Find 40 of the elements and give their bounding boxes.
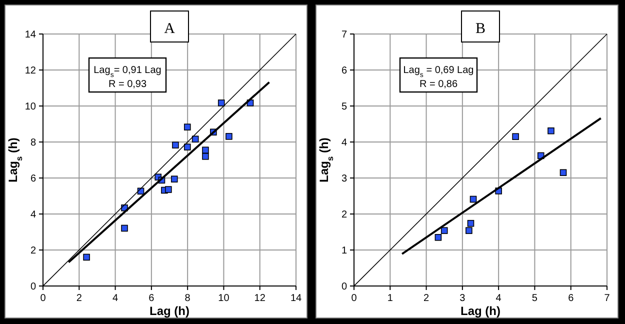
y-tick-label: 2 <box>30 246 36 256</box>
y-tick-label: 4 <box>30 210 36 220</box>
x-axis-title: Lag (h) <box>150 304 190 318</box>
x-tick-label: 3 <box>460 293 466 304</box>
y-tick-label: 6 <box>341 66 348 76</box>
y-tick-label: 10 <box>24 102 36 112</box>
annotation: R = 0,93 <box>108 79 147 90</box>
x-tick-label: 0 <box>351 293 358 304</box>
x-tick-label: 8 <box>184 293 191 304</box>
y-tick-label: 12 <box>24 66 36 76</box>
x-tick-label: 14 <box>290 293 302 304</box>
x-tick-label: 7 <box>604 293 610 304</box>
annotation: Lag$_{s}$= 0,91 Lag <box>94 65 162 78</box>
y-tick-label: 0 <box>30 282 36 292</box>
x-tick-label: 0 <box>40 293 46 304</box>
x-tick-label: 6 <box>148 293 155 304</box>
y-tick-label: 6 <box>30 174 36 184</box>
x-tick-label: 12 <box>254 293 266 304</box>
y-tick-label: 7 <box>341 30 348 40</box>
y-tick-label: 8 <box>30 138 36 148</box>
y-tick-label: 2 <box>341 210 348 220</box>
x-tick-label: 4 <box>112 293 119 304</box>
x-tick-label: 5 <box>532 293 538 304</box>
x-tick-label: 2 <box>76 293 82 304</box>
chart-title: B <box>475 21 486 37</box>
annotation: R = 0,86 <box>419 79 458 90</box>
annotation: Lag$_{s}$ = 0,69 Lag <box>403 65 474 78</box>
x-tick-label: 2 <box>424 293 430 304</box>
y-tick-label: 5 <box>341 102 348 112</box>
y-tick-label: 1 <box>341 246 348 256</box>
x-axis-title: Lag (h) <box>460 304 500 318</box>
y-tick-label: 3 <box>341 174 348 184</box>
x-tick-label: 4 <box>496 293 502 304</box>
chart-title: A <box>164 21 176 37</box>
x-tick-label: 1 <box>387 293 394 304</box>
y-tick-label: 4 <box>341 138 348 148</box>
x-tick-label: 10 <box>218 293 230 304</box>
y-tick-label: 0 <box>341 282 348 292</box>
x-tick-label: 6 <box>568 293 574 304</box>
y-tick-label: 14 <box>24 30 36 40</box>
